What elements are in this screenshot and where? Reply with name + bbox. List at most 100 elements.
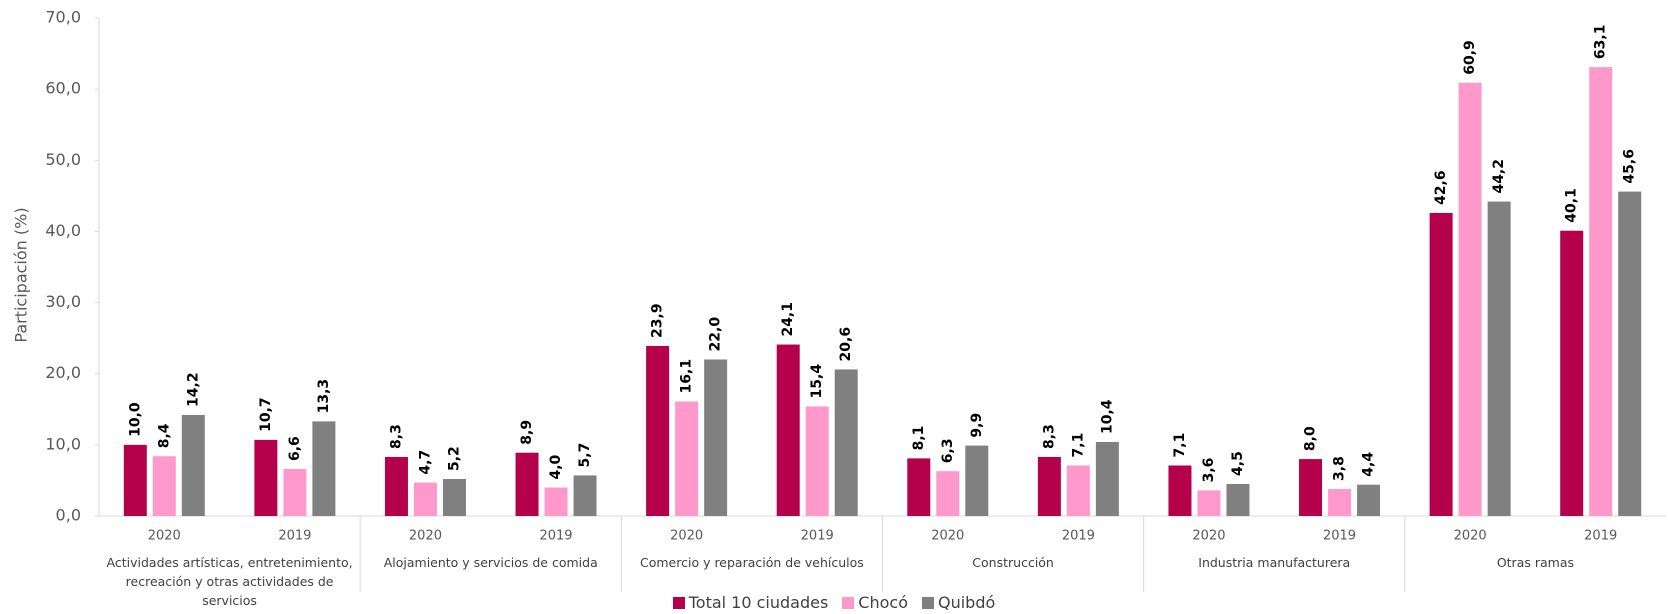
value-label: 44,2 [1491, 159, 1507, 194]
bar [1589, 67, 1613, 517]
bar [1037, 456, 1061, 516]
y-tick-label: 50,0 [45, 150, 81, 169]
bar [1487, 201, 1511, 516]
bar [1066, 465, 1090, 516]
value-label: 8,3 [388, 424, 404, 449]
value-label: 10,7 [258, 397, 274, 432]
bar [805, 406, 829, 516]
bar [1458, 82, 1482, 517]
x-tick-label: 2020 [931, 529, 964, 544]
bar [413, 482, 437, 516]
legend-swatch [842, 597, 855, 609]
y-tick-label: 70,0 [45, 8, 81, 27]
bar [1197, 490, 1221, 516]
value-label: 8,4 [156, 423, 172, 448]
value-label: 5,7 [577, 443, 593, 468]
bar [283, 469, 307, 516]
bar [704, 359, 728, 516]
value-label: 20,6 [838, 327, 854, 362]
bar [1618, 191, 1642, 517]
bar [152, 456, 176, 516]
value-label: 10,4 [1099, 399, 1115, 434]
bar [515, 452, 539, 516]
bar [384, 456, 408, 516]
legend-swatch [921, 597, 934, 609]
value-label: 23,9 [650, 303, 666, 338]
value-label: 8,0 [1303, 426, 1319, 451]
x-tick-label: 2020 [148, 529, 181, 544]
value-label: 40,1 [1564, 188, 1580, 223]
group-label: Actividades artísticas, entretenimiento,… [106, 555, 353, 608]
bar [1095, 442, 1119, 516]
value-label: 22,0 [708, 317, 724, 352]
value-label: 42,6 [1433, 170, 1449, 205]
bar [254, 439, 278, 516]
x-tick-label: 2019 [1323, 529, 1356, 544]
legend-item: Chocó [842, 594, 908, 612]
legend-item: Quibdó [921, 593, 996, 612]
value-label: 10,0 [127, 402, 143, 437]
value-label: 6,6 [287, 436, 303, 461]
bar [573, 475, 597, 516]
group-label: Alojamiento y servicios de comida [383, 555, 598, 570]
bar [1560, 230, 1584, 516]
bar [181, 414, 205, 516]
x-tick-label: 2019 [539, 529, 572, 544]
bar [936, 471, 960, 516]
bar [312, 421, 336, 516]
x-tick-label: 2020 [670, 529, 703, 544]
value-label: 14,2 [185, 372, 201, 407]
value-label: 9,9 [969, 413, 985, 438]
bar [646, 345, 670, 516]
y-axis-title: Participación (%) [12, 207, 31, 342]
value-label: 4,5 [1230, 451, 1246, 476]
value-label: 24,1 [780, 302, 796, 337]
bar [776, 344, 800, 516]
y-tick-label: 20,0 [45, 363, 81, 382]
group-label: Otras ramas [1496, 555, 1574, 570]
x-tick-label: 2020 [1454, 529, 1487, 544]
value-label: 3,8 [1332, 456, 1348, 481]
value-label: 8,1 [911, 426, 927, 451]
bar [442, 479, 466, 516]
value-label: 4,0 [548, 454, 564, 479]
x-tick-label: 2019 [278, 529, 311, 544]
y-tick-label: 0,0 [56, 506, 81, 525]
y-tick-label: 10,0 [45, 434, 81, 453]
bar [1429, 212, 1453, 516]
value-label: 7,1 [1070, 433, 1086, 458]
bar [1299, 459, 1323, 516]
legend-label: Quibdó [937, 593, 996, 612]
bar [675, 401, 699, 516]
value-label: 5,2 [446, 446, 462, 471]
x-tick-label: 2019 [1584, 529, 1617, 544]
bar [834, 369, 858, 516]
y-tick-label: 30,0 [45, 292, 81, 311]
bar [544, 487, 568, 516]
value-label: 15,4 [809, 364, 825, 399]
legend-swatch [672, 597, 685, 609]
legend-item: Total 10 ciudades [672, 594, 828, 612]
value-label: 3,6 [1201, 458, 1217, 483]
bar [1226, 483, 1250, 516]
y-tick-label: 60,0 [45, 79, 81, 98]
group-label: Industria manufacturera [1198, 555, 1351, 570]
value-label: 8,9 [519, 420, 535, 445]
value-label: 4,7 [417, 450, 433, 475]
x-tick-label: 2020 [409, 529, 442, 544]
legend-label: Chocó [858, 593, 908, 612]
value-label: 16,1 [679, 359, 695, 394]
bar [123, 444, 147, 516]
legend: Total 10 ciudades Chocó Quibdó [0, 594, 1668, 612]
bar [907, 458, 931, 516]
group-label: Comercio y reparación de vehículos [640, 555, 864, 570]
x-tick-label: 2020 [1192, 529, 1225, 544]
value-label: 60,9 [1462, 40, 1478, 75]
x-tick-label: 2019 [1062, 529, 1095, 544]
value-label: 7,1 [1172, 433, 1188, 458]
bar [1357, 484, 1381, 516]
value-label: 4,4 [1361, 452, 1377, 477]
bar [965, 445, 989, 516]
